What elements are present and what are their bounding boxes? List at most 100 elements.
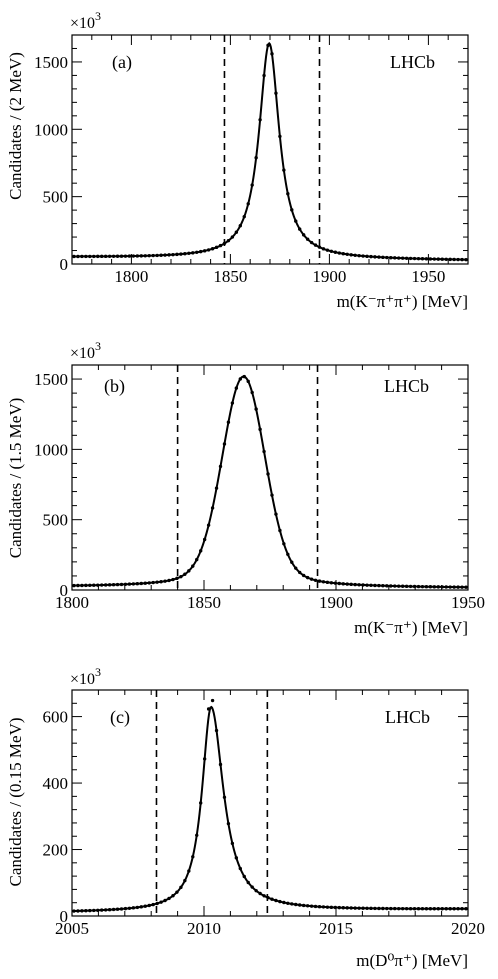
data-point	[317, 245, 322, 249]
data-point	[115, 582, 120, 587]
data-point	[290, 560, 294, 564]
data-point	[72, 583, 76, 588]
lhcb-label: LHCb	[390, 52, 435, 72]
data-point	[72, 909, 76, 913]
data-point	[298, 227, 302, 231]
x-tick-label: 1950	[451, 593, 485, 612]
y-tick-label: 0	[60, 907, 69, 926]
data-point	[175, 890, 179, 894]
data-point	[183, 878, 187, 883]
data-point	[448, 257, 452, 262]
data-point	[246, 379, 250, 384]
data-point	[373, 255, 377, 259]
data-point	[456, 257, 460, 262]
plot-frame	[71, 689, 469, 917]
y-axis-title: Candidates / (2 MeV)	[6, 52, 25, 200]
data-point	[301, 233, 306, 237]
data-point	[135, 582, 140, 586]
data-point	[262, 73, 266, 78]
data-point	[325, 905, 330, 909]
data-point	[163, 579, 167, 583]
x-axis-title: m(K⁻π⁺π⁺) [MeV]	[337, 292, 468, 311]
data-point	[254, 156, 258, 160]
data-point	[159, 900, 163, 904]
data-point	[88, 908, 92, 913]
chart-panel-a: 1800 1850 1900 1950 0 500 1000 1500 (a) LHCb ×1…	[6, 9, 469, 311]
data-point	[202, 757, 207, 761]
y-tick-label: 600	[43, 708, 69, 727]
x-tick-label: 1900	[312, 267, 346, 286]
data-point	[107, 254, 112, 259]
data-point	[242, 214, 246, 219]
data-point	[76, 254, 80, 259]
data-point	[321, 247, 326, 251]
data-point	[72, 254, 76, 259]
data-point	[400, 906, 405, 911]
data-point	[416, 907, 421, 911]
data-point	[131, 254, 136, 258]
data-point	[412, 256, 417, 261]
data-point	[155, 580, 159, 584]
data-point	[456, 585, 460, 589]
data-point	[313, 578, 318, 582]
data-point	[195, 833, 199, 837]
data-point	[143, 254, 147, 258]
x-tick-label: 1800	[114, 267, 148, 286]
data-point	[80, 254, 84, 259]
y-scale-base: ×10	[70, 15, 95, 32]
data-point	[357, 906, 361, 910]
data-point	[131, 906, 136, 910]
data-point	[123, 254, 128, 258]
data-point	[139, 581, 143, 586]
data-point	[305, 904, 310, 908]
data-point	[317, 905, 322, 909]
data-point	[393, 906, 397, 911]
chart-panel-b: 1800 1850 1900 1950 0 500 1000 1500 (b) LHCb ×1…	[6, 339, 485, 637]
x-tick-label: 2005	[55, 919, 89, 938]
y-tick-label: 1500	[34, 53, 68, 72]
data-point	[432, 257, 437, 261]
data-point	[151, 253, 155, 258]
data-point	[393, 584, 397, 588]
x-tick-label: 1800	[55, 593, 89, 612]
data-point	[92, 254, 96, 259]
data-point	[301, 903, 306, 908]
data-point	[305, 237, 310, 241]
data-point	[230, 841, 235, 846]
data-point	[361, 906, 365, 910]
data-point	[436, 907, 440, 911]
data-point	[84, 583, 88, 588]
data-point	[420, 584, 425, 589]
panel-label: (c)	[110, 707, 130, 728]
data-point	[230, 401, 235, 405]
data-point	[155, 901, 159, 906]
data-point	[167, 896, 171, 901]
data-point	[258, 118, 262, 122]
data-point	[294, 902, 298, 907]
data-point	[389, 256, 393, 260]
data-point	[452, 585, 456, 589]
data-point	[246, 202, 250, 206]
data-point	[115, 254, 120, 258]
data-point	[408, 584, 413, 589]
fit-curve	[72, 41, 469, 261]
data-point	[206, 248, 211, 252]
data-point	[460, 585, 464, 589]
data-point	[226, 238, 231, 243]
data-point	[349, 253, 353, 257]
data-point	[329, 905, 334, 910]
data-point	[353, 906, 357, 910]
data-point	[238, 224, 242, 228]
data-point	[333, 250, 338, 254]
data-point	[234, 386, 239, 390]
y-tick-label: 0	[60, 255, 69, 274]
data-point	[143, 904, 147, 908]
data-point	[88, 583, 92, 588]
data-point	[230, 235, 235, 239]
data-point	[218, 762, 223, 767]
data-point	[412, 584, 417, 589]
data-point	[290, 902, 294, 906]
data-point	[96, 583, 100, 587]
data-point	[107, 583, 112, 587]
